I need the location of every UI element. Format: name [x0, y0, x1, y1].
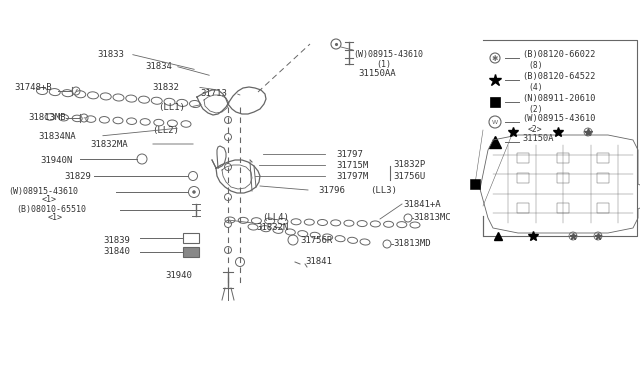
Bar [183, 247, 199, 257]
Text: 31797: 31797 [336, 150, 363, 158]
Text: (1): (1) [376, 60, 391, 68]
Text: <1>: <1> [48, 212, 63, 221]
Text: 31813MC: 31813MC [413, 212, 451, 221]
Text: 31832: 31832 [152, 83, 179, 92]
Text: 31715M: 31715M [336, 160, 368, 170]
Text: 31832MA: 31832MA [90, 140, 127, 148]
Text: (B)08120-66022: (B)08120-66022 [522, 49, 595, 58]
Text: 31796: 31796 [318, 186, 345, 195]
Text: 31832N: 31832N [256, 222, 288, 231]
Text: 31813MB: 31813MB [28, 112, 66, 122]
Bar [517, 203, 529, 213]
Text: (LL2): (LL2) [152, 125, 179, 135]
Text: (LL4): (LL4) [262, 212, 289, 221]
Text: 31940: 31940 [165, 270, 192, 279]
Text: (B)08120-64522: (B)08120-64522 [522, 71, 595, 80]
Bar [597, 173, 609, 183]
Bar [557, 153, 569, 163]
Text: (W)08915-43610: (W)08915-43610 [522, 113, 595, 122]
Text: 31829: 31829 [64, 171, 91, 180]
Text: 31756R: 31756R [300, 235, 332, 244]
Bar [597, 203, 609, 213]
Text: 31940N: 31940N [40, 155, 72, 164]
Text: 31748+B: 31748+B [14, 83, 52, 92]
Text: 31841: 31841 [305, 257, 332, 266]
Text: 31840: 31840 [103, 247, 130, 257]
Bar [517, 153, 529, 163]
Bar [470, 179, 480, 189]
Text: 31841+A: 31841+A [403, 199, 440, 208]
Text: (W)08915-43610: (W)08915-43610 [8, 186, 78, 196]
Text: (B)08010-65510: (B)08010-65510 [16, 205, 86, 214]
Text: (8): (8) [528, 61, 543, 70]
Text: W: W [492, 119, 498, 125]
Bar [517, 173, 529, 183]
Text: 31756U: 31756U [393, 171, 425, 180]
Text: (LL1): (LL1) [158, 103, 185, 112]
Text: (W)08915-43610: (W)08915-43610 [353, 49, 423, 58]
Text: 31150A: 31150A [522, 134, 554, 142]
Text: 31834NA: 31834NA [38, 131, 76, 141]
Text: 31713: 31713 [200, 89, 227, 97]
Text: (2): (2) [528, 105, 543, 113]
Text: (LL3): (LL3) [370, 186, 397, 195]
Bar [490, 97, 500, 107]
Text: 31834: 31834 [145, 61, 172, 71]
Bar [557, 173, 569, 183]
Text: A3 7A 0P36: A3 7A 0P36 [589, 224, 635, 233]
Text: ✱: ✱ [492, 54, 498, 62]
Circle shape [193, 190, 195, 193]
Text: (N)08911-20610: (N)08911-20610 [522, 93, 595, 103]
Text: 31839: 31839 [103, 235, 130, 244]
Text: 31832P: 31832P [393, 160, 425, 169]
Text: (4): (4) [528, 83, 543, 92]
Bar [557, 203, 569, 213]
Text: 31797M: 31797M [336, 171, 368, 180]
Bar [597, 153, 609, 163]
Text: <1>: <1> [42, 195, 57, 203]
Text: 31813MD: 31813MD [393, 240, 431, 248]
Text: <2>: <2> [528, 125, 543, 134]
Text: 31833: 31833 [97, 49, 124, 58]
Text: 31150AA: 31150AA [358, 68, 396, 77]
Bar [183, 233, 199, 243]
Bar [483, 40, 637, 236]
